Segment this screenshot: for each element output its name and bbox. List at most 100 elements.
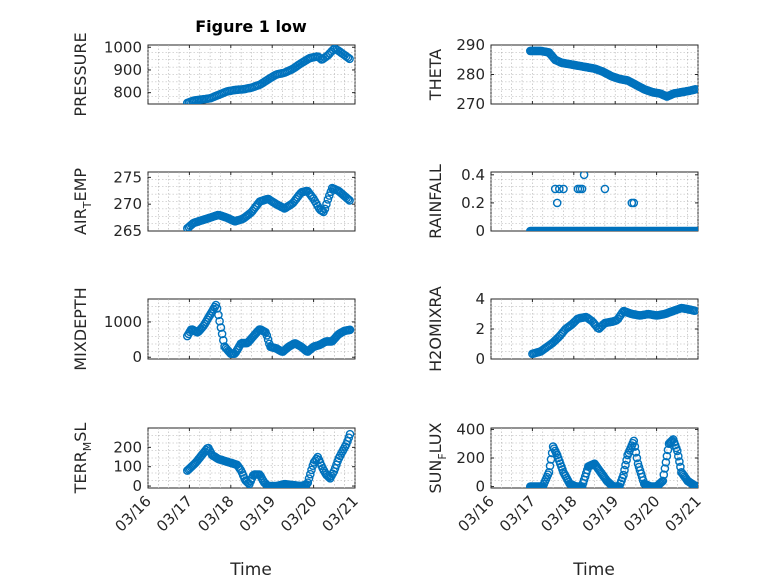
y-tick-label: 200 [456, 449, 485, 467]
y-tick-label: 0 [475, 350, 485, 368]
data-point [324, 191, 334, 200]
y-tick-label: 0 [132, 348, 142, 366]
data-point [263, 335, 273, 344]
data-point [661, 457, 671, 467]
grid [490, 299, 699, 359]
series-markers [526, 46, 698, 101]
x-tick-label: 03/19 [579, 492, 622, 535]
y-axis-label: MIXDEPTH [71, 287, 90, 370]
series-markers [528, 303, 698, 359]
y-tick-label: 0 [475, 478, 485, 496]
series-markers [182, 429, 355, 488]
subplot-6: 0 2 4 H2OMIXRA [426, 286, 699, 372]
data-point [621, 460, 630, 470]
y-tick-label: 275 [113, 168, 142, 186]
x-tick-label: 03/20 [620, 492, 663, 535]
grid [490, 172, 699, 231]
series-markers [182, 300, 355, 359]
x-axis-label-left: Time [229, 560, 272, 580]
data-point [579, 172, 589, 180]
y-tick-label: 1000 [104, 38, 142, 56]
data-point [235, 463, 244, 473]
data-point [303, 478, 313, 488]
series-markers [526, 435, 698, 488]
data-point [218, 335, 228, 345]
y-tick-label: 0 [475, 222, 485, 240]
x-tick-label: 03/21 [319, 492, 362, 535]
data-point [323, 471, 333, 481]
x-tick-label: 03/17 [153, 492, 196, 535]
y-axis-label: RAINFALL [426, 164, 445, 239]
y-tick-label: 100 [113, 458, 142, 476]
data-point [345, 429, 355, 439]
x-tick-label: 03/16 [112, 492, 155, 535]
data-point [630, 442, 640, 451]
data-point [692, 482, 698, 488]
y-tick-label: 400 [456, 420, 485, 438]
subplot-5: 0 1000 MIXDEPTH [71, 287, 356, 371]
series-markers [183, 183, 354, 231]
x-tick-label: 03/19 [236, 492, 279, 535]
y-tick-label: 1000 [104, 313, 142, 331]
subplot-4: 0 0.2 0.4 RAINFALL [426, 164, 699, 240]
data-point [345, 54, 354, 64]
data-point [619, 470, 628, 480]
figure-title: Figure 1 low [195, 17, 307, 36]
y-tick-label: 290 [456, 36, 485, 54]
y-axis-label: SUNFLUX [426, 422, 449, 493]
y-axis-label: THETA [426, 49, 445, 101]
y-tick-label: 2 [475, 320, 485, 338]
data-point [620, 465, 629, 475]
data-point [575, 184, 585, 194]
y-axis-label: AIRTEMP [71, 168, 94, 235]
series-markers [526, 172, 698, 231]
data-point [691, 85, 698, 94]
data-point [632, 453, 642, 463]
data-point [559, 184, 568, 194]
y-tick-label: 0.4 [461, 166, 485, 184]
y-tick-label: 4 [475, 290, 485, 308]
y-axis-label: TERRMSL [71, 423, 94, 495]
subplot-3: 265 270 275 AIRTEMP [71, 168, 356, 240]
x-tick-label: 03/18 [194, 492, 237, 535]
data-point [675, 457, 684, 466]
y-axis-label: H2OMIXRA [426, 286, 445, 372]
data-point [673, 446, 682, 456]
x-tick-label: 03/18 [537, 492, 580, 535]
data-point [304, 474, 314, 483]
x-tick-label: 03/21 [662, 492, 705, 535]
data-point [343, 194, 353, 204]
y-tick-label: 265 [113, 222, 142, 240]
data-point [662, 451, 672, 461]
data-point [345, 325, 355, 335]
data-point [555, 184, 564, 194]
data-point [320, 204, 330, 214]
data-point [216, 323, 226, 332]
data-point [692, 226, 698, 231]
data-point [656, 478, 666, 488]
data-point [674, 451, 683, 461]
data-point [323, 195, 333, 204]
y-tick-label: 800 [113, 84, 142, 102]
data-point [305, 469, 315, 479]
data-point [550, 184, 560, 194]
data-point [600, 184, 610, 194]
data-point [690, 306, 698, 315]
data-point [307, 465, 316, 475]
y-tick-label: 0.2 [461, 194, 485, 212]
data-point [552, 198, 562, 208]
data-point [343, 53, 353, 62]
y-tick-label: 900 [113, 61, 142, 79]
subplot-1: 800 900 1000 PRESSURE [71, 32, 356, 117]
data-point [262, 331, 272, 340]
data-point [660, 464, 670, 473]
y-tick-label: 200 [113, 438, 142, 456]
series-markers [183, 45, 354, 104]
data-point [322, 199, 331, 209]
data-point [345, 196, 354, 205]
y-tick-label: 270 [456, 95, 485, 113]
subplot-2: 270 280 290 THETA [426, 36, 699, 113]
data-point [659, 470, 669, 480]
